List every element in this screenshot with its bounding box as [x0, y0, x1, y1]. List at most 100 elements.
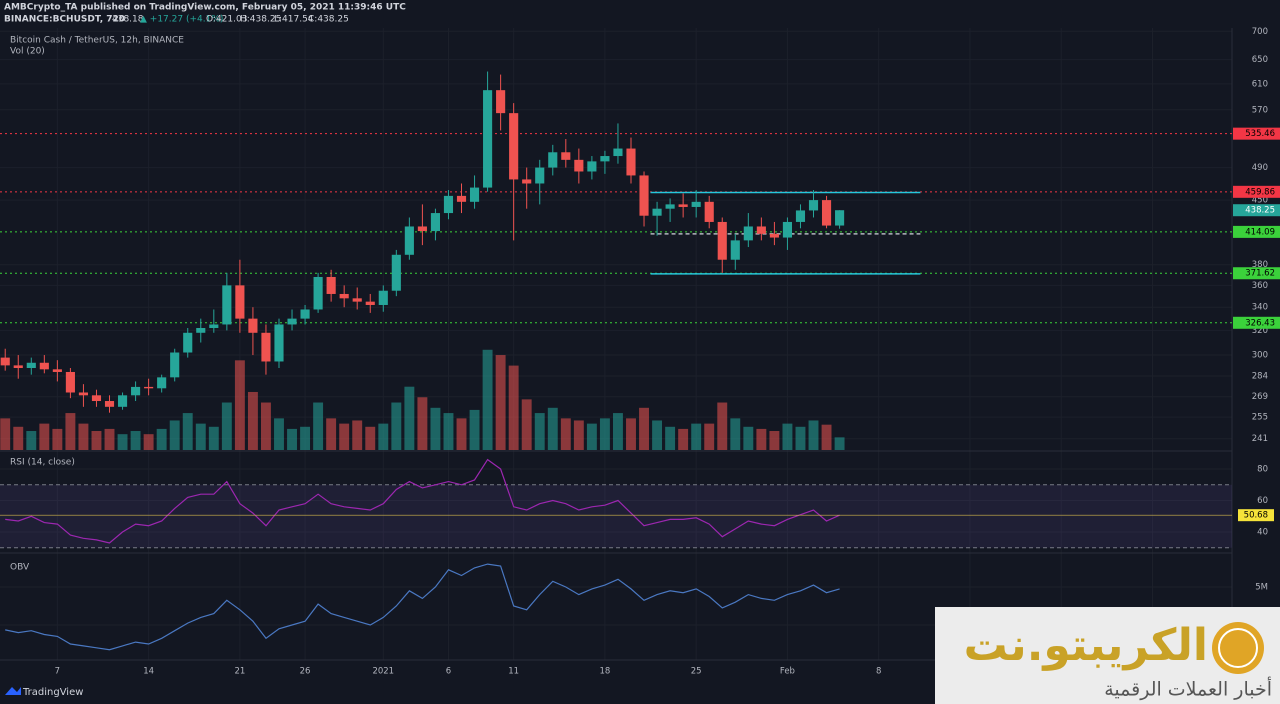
volume-bar: [730, 418, 741, 450]
candle-body: [782, 221, 792, 238]
volume-bar: [547, 407, 558, 450]
candle-body: [430, 213, 440, 232]
candle-body: [548, 152, 558, 168]
symbol: BINANCE:BCHUSDT, 720: [4, 15, 125, 25]
candle-body: [378, 290, 388, 305]
candle-body: [535, 167, 545, 184]
candle-body: [808, 200, 819, 211]
last-price-box: [1233, 204, 1280, 217]
x-tick-label: 11: [508, 667, 519, 677]
y-tick-label: 340: [1252, 303, 1268, 313]
volume-bar: [143, 434, 154, 450]
volume-bar: [26, 431, 37, 450]
volume-bar: [795, 426, 806, 450]
candle-body: [144, 386, 154, 389]
candle-body: [352, 298, 362, 302]
candle-body: [183, 332, 193, 353]
volume-bar: [404, 386, 415, 450]
volume-bar: [78, 423, 89, 450]
volume-bar: [586, 423, 597, 450]
volume-bar: [195, 423, 206, 450]
volume-bar: [469, 409, 480, 450]
x-tick-label: 26: [300, 667, 311, 677]
candle-body: [339, 293, 349, 299]
volume-bar: [652, 420, 663, 450]
obv-title: OBV: [10, 563, 30, 573]
volume-bar: [443, 413, 454, 450]
candle-body: [157, 377, 167, 389]
volume-bar: [39, 423, 50, 450]
y-tick-label: 60: [1257, 496, 1268, 506]
candle-body: [717, 221, 727, 260]
brand: TradingView: [22, 687, 83, 698]
level-label: 414.09: [1245, 227, 1275, 237]
x-tick-label: 14: [143, 667, 154, 677]
watermark: الكريبتو.نت أخبار العملات الرقمية: [935, 607, 1280, 704]
header-line: AMBCrypto_TA published on TradingView.co…: [4, 3, 406, 13]
y-tick-label: 80: [1257, 465, 1268, 475]
volume-bar: [221, 402, 232, 450]
volume-bar: [261, 402, 271, 450]
y-tick-label: 360: [1252, 281, 1268, 291]
y-tick-label: 241: [1252, 434, 1268, 444]
volume-bar: [156, 428, 167, 450]
candle-body: [222, 285, 232, 325]
pane-title: Bitcoin Cash / TetherUS, 12h, BINANCE: [10, 36, 184, 46]
candle-body: [248, 318, 258, 333]
candle-body: [613, 148, 623, 157]
candle-body: [313, 276, 323, 310]
y-tick-label: 650: [1252, 55, 1268, 65]
indicator-line: [5, 563, 840, 651]
x-tick-label: 2021: [372, 667, 394, 677]
volume-bar: [495, 355, 506, 450]
volume-bar: [691, 423, 702, 450]
volume-bar: [182, 413, 193, 450]
volume-bar: [65, 413, 76, 450]
y-tick-label: 320: [1252, 326, 1268, 336]
volume-bar: [417, 397, 428, 450]
y-tick-label: 284: [1252, 371, 1268, 381]
level-label-box: [1233, 225, 1280, 238]
candle-body: [91, 395, 102, 402]
change: ▲ +17.27 (+4.1%): [140, 15, 223, 25]
volume-bar: [117, 434, 128, 450]
watermark-title: الكريبتو.نت: [964, 620, 1208, 671]
candle-body: [561, 152, 571, 160]
volume-bar: [274, 418, 284, 450]
x-tick-label: 21: [234, 667, 245, 677]
level-label: 459.86: [1245, 187, 1275, 197]
candle-body: [509, 113, 519, 180]
candle-body: [483, 90, 493, 188]
level-label: 371.62: [1245, 269, 1275, 279]
volume-bar: [573, 420, 584, 450]
candle-body: [39, 362, 49, 370]
x-tick-label: 18: [600, 667, 611, 677]
candle-body: [104, 401, 115, 407]
candle-body: [456, 195, 467, 202]
x-tick-label: 8: [876, 667, 881, 677]
volume-bar: [378, 423, 389, 450]
volume-bar: [365, 426, 376, 450]
last-value-label: 50.68: [1244, 511, 1268, 521]
y-tick-label: 700: [1252, 27, 1268, 37]
volume-bar: [599, 418, 610, 450]
volume-bar: [300, 426, 311, 450]
volume-bar: [391, 402, 402, 450]
plot: 714212620216111825Feb81522Mar24125526928…: [0, 27, 1280, 677]
volume-bar: [287, 428, 297, 450]
volume-bar: [52, 428, 63, 450]
volume-bar: [717, 402, 728, 450]
candle-body: [170, 352, 180, 378]
volume-bar: [508, 365, 519, 450]
volume-bar: [234, 360, 245, 450]
price: 438.18: [112, 15, 144, 25]
level-label-box: [1233, 127, 1280, 140]
volume-bar: [639, 407, 649, 450]
volume-bar: [743, 426, 754, 450]
volume-bar: [808, 420, 819, 450]
candle-body: [117, 395, 128, 407]
candle-body: [730, 240, 740, 260]
candle-body: [600, 156, 610, 162]
candle-body: [652, 208, 662, 216]
